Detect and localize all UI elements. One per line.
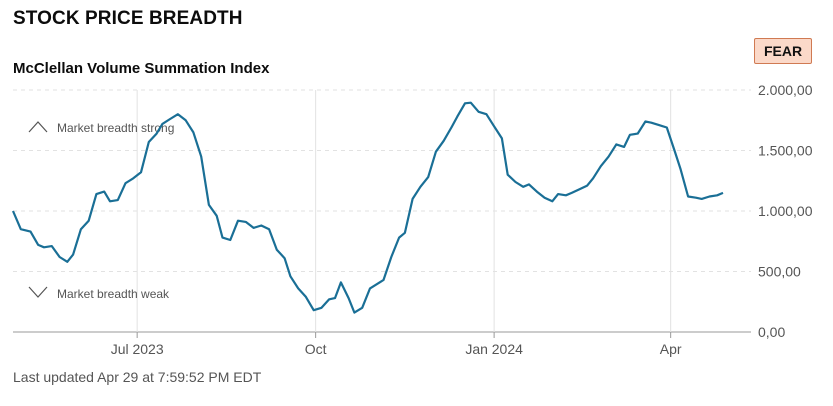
page-title: STOCK PRICE BREADTH: [13, 8, 243, 29]
chevron-down-icon: [28, 286, 48, 298]
annotation-strong: Market breadth strong: [28, 121, 174, 135]
chart-grid: [13, 89, 751, 333]
series-line: [11, 101, 724, 314]
y-tick-label: 1.000,00: [758, 203, 813, 219]
x-tick-label: Oct: [305, 341, 327, 357]
x-tick-label: Apr: [660, 341, 682, 357]
last-updated: Last updated Apr 29 at 7:59:52 PM EDT: [13, 369, 262, 385]
annotation-weak: Market breadth weak: [28, 286, 170, 301]
annotation-strong-label: Market breadth strong: [57, 121, 174, 135]
x-axis: Jul 2023 Oct Jan 2024 Apr: [111, 332, 682, 357]
y-tick-label: 500,00: [758, 264, 801, 280]
y-tick-label: 2.000,00: [758, 82, 813, 98]
sentiment-badge: FEAR: [754, 38, 812, 64]
y-tick-label: 0,00: [758, 324, 785, 340]
annotation-weak-label: Market breadth weak: [57, 287, 170, 301]
x-tick-label: Jan 2024: [465, 341, 523, 357]
chart-subtitle: McClellan Volume Summation Index: [13, 60, 270, 77]
x-tick-label: Jul 2023: [111, 341, 164, 357]
y-tick-label: 1.500,00: [758, 143, 813, 159]
chevron-up-icon: [28, 121, 48, 133]
y-axis: 2.000,00 1.500,00 1.000,00 500,00 0,00: [758, 82, 813, 340]
